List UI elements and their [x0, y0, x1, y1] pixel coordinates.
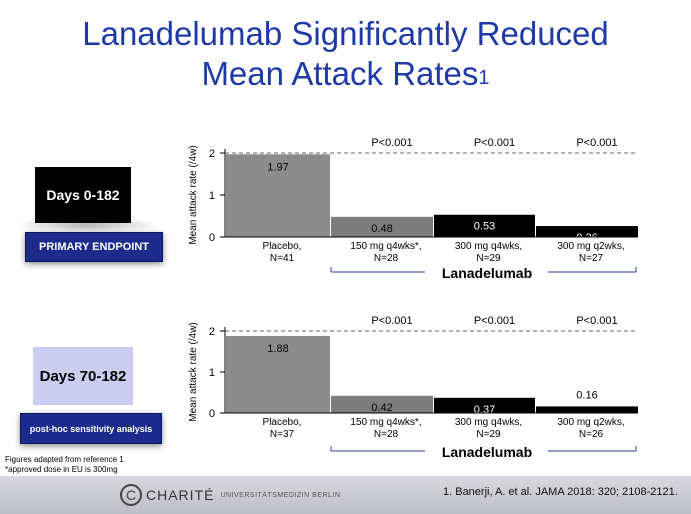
y-axis-label: Mean attack rate (/4w)	[188, 322, 199, 421]
category-label-line2: N=29	[476, 429, 501, 440]
category-label-line1: 300 mg q4wks,	[455, 241, 522, 252]
footnotes: Figures adapted from reference 1 *approv…	[5, 455, 124, 475]
logo-name: CHARITÉ	[146, 487, 215, 503]
charts-canvas: Mean attack rate (/4w) 0121.97Placebo,N=4…	[188, 137, 638, 460]
charite-logo-icon: C	[120, 484, 142, 506]
title-line-1: Lanadelumab Significantly Reduced	[82, 15, 609, 52]
p-value-label: P<0.001	[576, 315, 617, 327]
bar-value-label: 0.16	[576, 389, 597, 401]
bar-2	[434, 214, 535, 237]
bar-0	[226, 335, 330, 413]
period-box-days-0-182: Days 0-182	[35, 167, 131, 223]
sensitivity-analysis-tag: post-hoc sensitivity analysis	[20, 413, 162, 444]
chart-days-0-182: Mean attack rate (/4w) 0 1 2 1.97 Placebo,N=4…	[188, 137, 638, 281]
category-label-line1: 150 mg q4wks*,	[350, 417, 421, 428]
primary-endpoint-tag: PRIMARY ENDPOINT	[25, 232, 163, 262]
bar-value-label: 1.97	[267, 161, 288, 173]
y-tick-label: 0	[209, 408, 215, 420]
category-label-line2: N=37	[270, 429, 295, 440]
bar-0	[226, 154, 330, 237]
title-line-2: Mean Attack Rates1	[0, 54, 691, 94]
footnote-figures: Figures adapted from reference 1	[5, 455, 124, 464]
title-reference-superscript: 1	[478, 67, 490, 89]
y-tick-label: 1	[209, 190, 215, 202]
title-line-2-text: Mean Attack Rates	[201, 55, 479, 92]
period-box-days-70-182: Days 70-182	[33, 347, 133, 405]
category-label-line1: Placebo,	[263, 241, 302, 252]
footnote-approved-dose: *approved dose in EU is 300mg	[5, 465, 118, 474]
chart-days-70-182: Mean attack rate (/4w) 0 1 2 1.88 Placebo,N=3…	[188, 315, 638, 460]
logo-subtitle: UNIVERSITÄTSMEDIZIN BERLIN	[220, 491, 341, 499]
category-label-line2: N=28	[374, 429, 399, 440]
p-value-label: P<0.001	[474, 137, 515, 149]
bar-value-label: 1.88	[267, 343, 288, 355]
group-label-lanadelumab: Lanadelumab	[442, 265, 532, 281]
category-label-line2: N=29	[476, 253, 501, 264]
bar-3	[536, 406, 638, 413]
category-label-line1: 300 mg q2wks,	[557, 241, 624, 252]
y-tick-label: 1	[209, 367, 215, 379]
bar-value-label: 0.48	[371, 223, 392, 235]
bottom-band	[0, 476, 691, 514]
y-tick-label: 2	[209, 326, 215, 338]
bar-value-label: 0.26	[576, 232, 597, 244]
category-label-line1: Placebo,	[263, 417, 302, 428]
p-value-label: P<0.001	[576, 137, 617, 149]
bar-1	[331, 395, 433, 413]
category-label-line2: N=41	[270, 253, 295, 264]
category-label-line2: N=28	[374, 253, 399, 264]
bar-value-label: 0.53	[474, 221, 495, 233]
p-value-label: P<0.001	[474, 315, 515, 327]
slide-title: Lanadelumab Significantly Reduced Mean A…	[0, 14, 691, 94]
bar-value-label: 0.37	[474, 404, 495, 416]
category-label-line2: N=26	[579, 429, 604, 440]
bar-3	[536, 226, 638, 237]
p-value-label: P<0.001	[371, 137, 412, 149]
bar-2	[434, 397, 535, 413]
p-value-label: P<0.001	[371, 315, 412, 327]
bar-1	[331, 216, 433, 237]
category-label-line2: N=27	[579, 253, 604, 264]
category-label-line1: 300 mg q4wks,	[455, 417, 522, 428]
reference-citation: 1. Banerji, A. et al. JAMA 2018: 320; 21…	[443, 486, 678, 498]
bar-value-label: 0.42	[371, 402, 392, 414]
category-label-line1: 300 mg q2wks,	[557, 417, 624, 428]
y-tick-label: 2	[209, 148, 215, 160]
category-label-line1: 150 mg q4wks*,	[350, 241, 421, 252]
y-tick-label: 0	[209, 232, 215, 244]
charite-logo: C CHARITÉ UNIVERSITÄTSMEDIZIN BERLIN	[120, 482, 340, 508]
group-label-lanadelumab: Lanadelumab	[442, 444, 532, 460]
y-axis-label: Mean attack rate (/4w)	[188, 145, 199, 244]
